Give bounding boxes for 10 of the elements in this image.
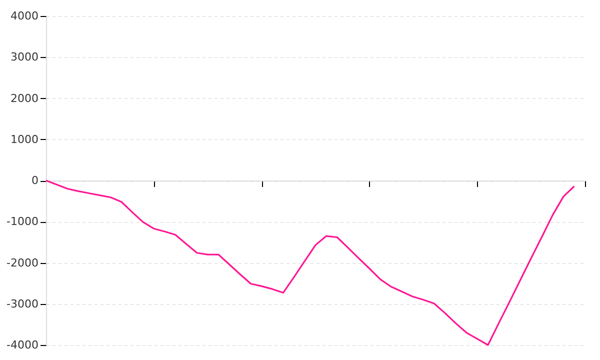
y-tick-label: 1000	[10, 132, 38, 146]
y-tick-label: -4000	[6, 338, 38, 352]
y-tick-label: -3000	[6, 297, 38, 310]
y-tick-label: -2000	[6, 256, 38, 270]
line-series	[45, 180, 576, 346]
y-tick-label: -1000	[6, 215, 38, 228]
y-tick-label: 0	[32, 174, 38, 187]
y-tick-label: 4000	[10, 10, 38, 22]
y-tick-label: 3000	[10, 50, 38, 64]
y-tick-label: 2000	[10, 92, 38, 105]
